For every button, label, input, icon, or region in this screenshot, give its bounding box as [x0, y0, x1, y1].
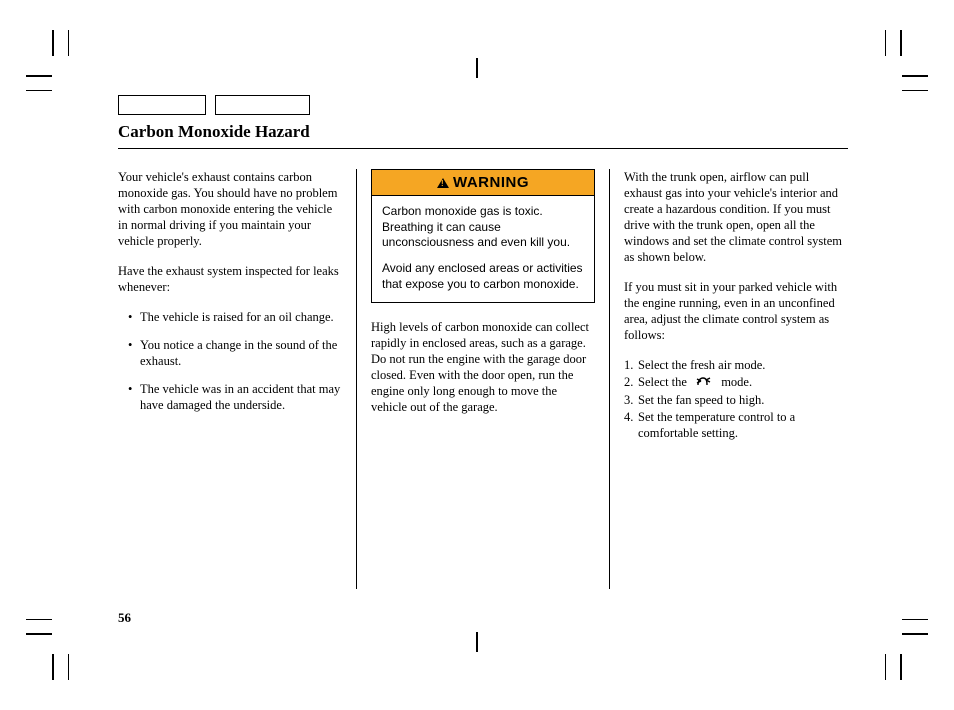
bullet-list: The vehicle is raised for an oil change.…	[118, 309, 342, 413]
airflow-mode-icon	[692, 375, 716, 391]
column-1: Your vehicle's exhaust contains carbon m…	[118, 169, 357, 589]
column-2: WARNING Carbon monoxide gas is toxic. Br…	[357, 169, 610, 589]
crop-mark	[885, 30, 886, 56]
body-paragraph: Your vehicle's exhaust contains carbon m…	[118, 169, 342, 249]
crop-mark	[885, 654, 886, 680]
crop-mark	[902, 75, 928, 77]
registration-box	[118, 95, 206, 115]
crop-mark	[26, 619, 52, 620]
warning-label: WARNING	[453, 173, 529, 192]
column-3: With the trunk open, airflow can pull ex…	[610, 169, 848, 589]
list-item: 1.Select the fresh air mode.	[624, 357, 848, 373]
crop-mark	[68, 654, 69, 680]
page-content: Carbon Monoxide Hazard Your vehicle's ex…	[118, 122, 848, 589]
warning-box: WARNING Carbon monoxide gas is toxic. Br…	[371, 169, 595, 303]
body-paragraph: With the trunk open, airflow can pull ex…	[624, 169, 848, 265]
registration-box	[215, 95, 310, 115]
crop-mark	[902, 619, 928, 620]
list-item: You notice a change in the sound of the …	[132, 337, 342, 369]
page-number: 56	[118, 610, 131, 626]
warning-header: WARNING	[372, 170, 594, 196]
crop-mark	[26, 90, 52, 91]
warning-paragraph: Carbon monoxide gas is toxic. Breathing …	[382, 204, 584, 251]
body-paragraph: If you must sit in your parked vehicle w…	[624, 279, 848, 343]
body-paragraph: High levels of carbon monoxide can colle…	[371, 319, 595, 415]
list-item: The vehicle is raised for an oil change.	[132, 309, 342, 325]
crop-mark	[52, 30, 54, 56]
column-container: Your vehicle's exhaust contains carbon m…	[118, 169, 848, 589]
page-title: Carbon Monoxide Hazard	[118, 122, 848, 149]
crop-mark	[476, 58, 478, 78]
warning-body: Carbon monoxide gas is toxic. Breathing …	[372, 196, 594, 302]
crop-mark	[900, 654, 902, 680]
crop-mark	[900, 30, 902, 56]
crop-mark	[902, 633, 928, 635]
crop-mark	[52, 654, 54, 680]
crop-mark	[26, 75, 52, 77]
crop-mark	[476, 632, 478, 652]
warning-paragraph: Avoid any enclosed areas or activities t…	[382, 261, 584, 292]
list-item: 2.Select the mode.	[624, 374, 848, 391]
crop-mark	[68, 30, 69, 56]
body-paragraph: Have the exhaust system inspected for le…	[118, 263, 342, 295]
list-item: 4.Set the temperature control to a comfo…	[624, 409, 848, 441]
numbered-list: 1.Select the fresh air mode. 2.Select th…	[624, 357, 848, 441]
crop-mark	[902, 90, 928, 91]
list-item: 3.Set the fan speed to high.	[624, 392, 848, 408]
crop-mark	[26, 633, 52, 635]
list-item: The vehicle was in an accident that may …	[132, 381, 342, 413]
warning-triangle-icon	[437, 178, 449, 188]
